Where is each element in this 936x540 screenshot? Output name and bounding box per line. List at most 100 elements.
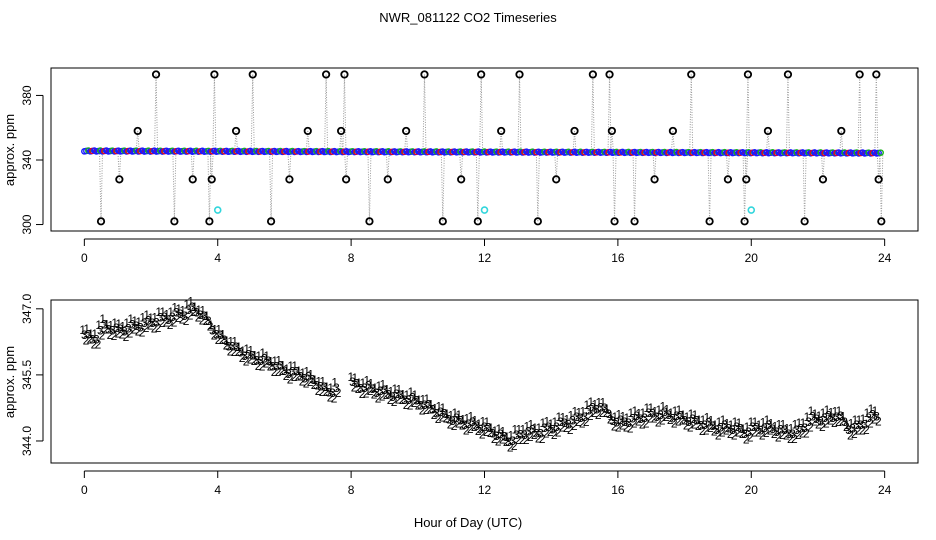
series-3-marker: 3 <box>829 411 836 425</box>
outlier-point <box>855 70 864 79</box>
series-2-marker: 2 <box>115 326 122 340</box>
outlier-connector <box>785 74 789 153</box>
series-1-marker: 1 <box>191 300 198 314</box>
series-1-marker: 1 <box>175 302 182 316</box>
series-2-marker: 2 <box>335 386 342 400</box>
series-3-marker: 3 <box>129 317 136 331</box>
series-1-marker: 1 <box>363 373 370 387</box>
outlier-connector <box>207 151 210 222</box>
series-1-marker: 1 <box>271 354 278 368</box>
series-3-marker: 3 <box>509 434 516 448</box>
outlier-point <box>420 70 429 79</box>
outlier-connector <box>747 74 750 153</box>
bottom-y-axis: 344.0 345.5 347.0 <box>20 293 44 456</box>
series-1-marker: 1 <box>315 374 322 388</box>
outlier-point <box>322 70 331 79</box>
series-2-marker: 2 <box>579 416 586 430</box>
series-2-marker: 2 <box>267 359 274 373</box>
outlier-connector <box>672 130 675 153</box>
series-1-marker: 1 <box>616 408 623 422</box>
series-1-marker: 1 <box>764 413 771 427</box>
outlier-point <box>533 217 542 226</box>
series-1-marker: 1 <box>568 408 575 422</box>
outlier-point <box>552 175 561 184</box>
series-2-marker: 2 <box>411 396 418 410</box>
series-3-marker: 3 <box>269 360 276 374</box>
series-2-marker: 2 <box>307 375 314 389</box>
series-3-marker: 3 <box>681 413 688 427</box>
bottom-x-axis: 0 4 8 12 16 20 24 <box>81 470 892 497</box>
outlier-point <box>763 126 773 136</box>
series-1-marker: 1 <box>147 311 154 325</box>
series-3-marker: 3 <box>133 319 140 333</box>
series-2-marker: 2 <box>835 415 842 429</box>
series-2-marker: 2 <box>439 410 446 424</box>
series-2-marker: 2 <box>679 414 686 428</box>
series-3-marker: 3 <box>465 417 472 431</box>
series-2-marker: 2 <box>643 416 650 430</box>
series-1-marker: 1 <box>676 403 683 417</box>
outlier-connector <box>878 153 881 180</box>
series-3-marker: 3 <box>497 427 504 441</box>
series-3-marker: 3 <box>789 427 796 441</box>
series-3-marker: 3 <box>277 359 284 373</box>
outlier-connector <box>480 74 484 153</box>
series-1-marker: 1 <box>287 359 294 373</box>
outlier-point <box>515 70 524 79</box>
series-3-marker: 3 <box>461 418 468 432</box>
series-1-marker: 1 <box>115 317 122 331</box>
series-1-marker: 1 <box>83 322 90 336</box>
series-1-marker: 1 <box>367 377 374 391</box>
outlier-connector <box>787 74 790 153</box>
outlier-point <box>438 217 447 226</box>
series-2-marker: 2 <box>195 311 202 325</box>
series-3-marker: 3 <box>469 415 476 429</box>
series-3-marker: 3 <box>425 397 432 411</box>
series-3-marker: 3 <box>601 401 608 415</box>
series-1-marker: 1 <box>784 422 791 436</box>
series-1-marker: 1 <box>347 370 354 384</box>
series-1-marker: 1 <box>852 413 859 427</box>
series-2-marker: 2 <box>91 338 98 352</box>
baseline-point <box>877 149 884 156</box>
outlier-connector <box>555 152 559 180</box>
series-1-marker: 1 <box>824 403 831 417</box>
series-2-marker: 2 <box>315 384 322 398</box>
series-3-marker: 3 <box>525 425 532 439</box>
series-2-marker: 2 <box>391 395 398 409</box>
series-3-marker: 3 <box>429 403 436 417</box>
series-1-marker: 1 <box>227 334 234 348</box>
series-3-marker: 3 <box>253 354 260 368</box>
top-y-tick-label: 300 <box>20 214 34 234</box>
series-2-marker: 2 <box>715 428 722 442</box>
series-2-marker: 2 <box>499 432 506 446</box>
outlier-connector <box>652 152 656 180</box>
outlier-point <box>783 70 793 79</box>
series-1-marker: 1 <box>520 423 527 437</box>
series-3-marker: 3 <box>97 323 104 337</box>
series-2-marker: 2 <box>675 414 682 428</box>
series-3-marker: 3 <box>585 403 592 417</box>
outlier-point <box>170 217 179 226</box>
series-3-marker: 3 <box>577 411 584 425</box>
series-3-marker: 3 <box>301 371 308 385</box>
series-1-marker: 1 <box>588 395 595 409</box>
series-3-marker: 3 <box>721 418 728 432</box>
series-2-marker: 2 <box>483 425 490 439</box>
series-2-marker: 2 <box>547 425 554 439</box>
series-1-marker: 1 <box>632 404 639 418</box>
series-3-marker: 3 <box>401 393 408 407</box>
series-2-marker: 2 <box>851 427 858 441</box>
series-2-marker: 2 <box>615 421 622 435</box>
series-1-marker: 1 <box>516 422 523 436</box>
series-2-marker: 2 <box>255 359 262 373</box>
series-2-marker: 2 <box>231 345 238 359</box>
series-1-marker: 1 <box>524 419 531 433</box>
series-2-marker: 2 <box>287 372 294 386</box>
series-2-marker: 2 <box>775 430 782 444</box>
series-2-marker: 2 <box>815 417 822 431</box>
series-3-marker: 3 <box>657 408 664 422</box>
series-1-marker: 1 <box>371 381 378 395</box>
series-2-marker: 2 <box>747 430 754 444</box>
series-1-marker: 1 <box>291 359 298 373</box>
